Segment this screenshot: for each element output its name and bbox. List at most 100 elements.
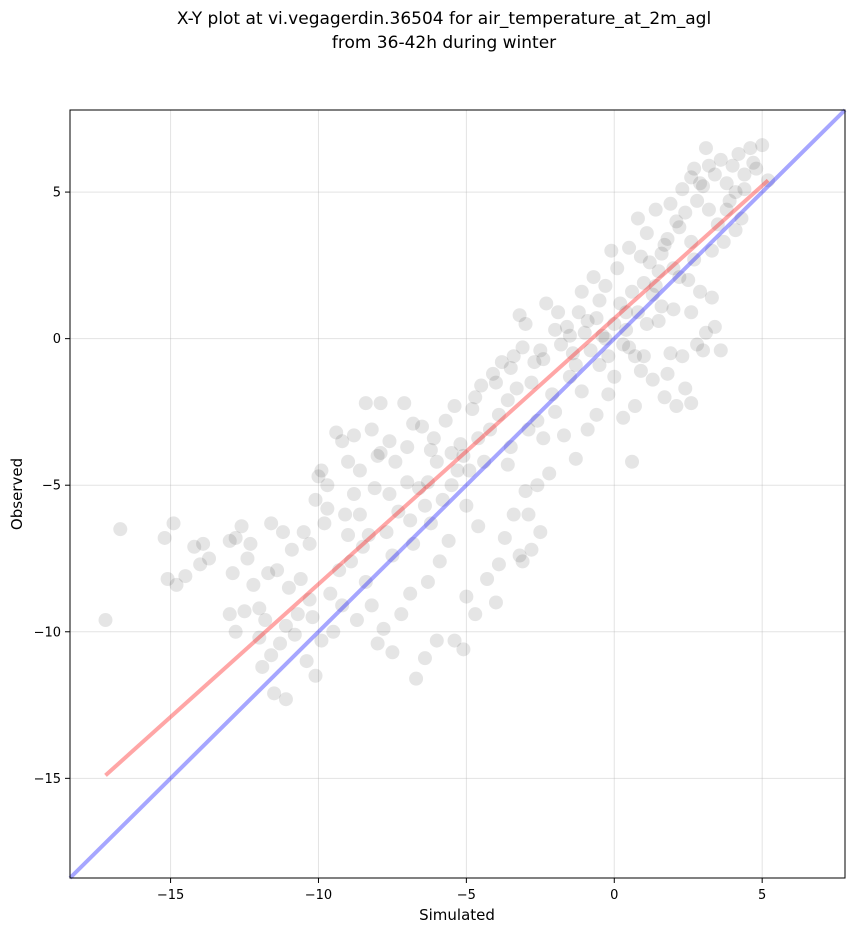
data-point <box>358 574 373 589</box>
data-point <box>420 475 435 490</box>
data-point <box>376 621 391 636</box>
data-point <box>471 431 486 446</box>
data-point <box>704 290 719 305</box>
data-point <box>755 138 770 153</box>
data-point <box>595 328 610 343</box>
plot-frame <box>69 109 846 879</box>
data-point <box>586 270 601 285</box>
data-point <box>728 185 743 200</box>
data-point <box>417 651 432 666</box>
data-point <box>335 434 350 449</box>
data-point <box>521 422 536 437</box>
data-point <box>761 173 776 188</box>
data-point <box>385 645 400 660</box>
data-point <box>625 454 640 469</box>
data-point <box>447 633 462 648</box>
data-point <box>459 589 474 604</box>
data-point <box>666 302 681 317</box>
data-point <box>506 349 521 364</box>
axis-ticks: −15 −10 −5 0 5 −15 −10 −5 0 5 <box>34 186 767 903</box>
data-point <box>562 369 577 384</box>
data-point <box>701 158 716 173</box>
data-point <box>299 654 314 669</box>
data-point <box>178 569 193 584</box>
x-tick-label: 0 <box>610 888 618 903</box>
data-point <box>444 445 459 460</box>
data-point <box>400 440 415 455</box>
data-point <box>574 384 589 399</box>
data-point <box>583 343 598 358</box>
data-point <box>684 305 699 320</box>
data-point <box>651 314 666 329</box>
data-point <box>160 572 175 587</box>
data-point <box>713 343 728 358</box>
data-point <box>592 293 607 308</box>
data-point <box>382 487 397 501</box>
data-point <box>645 287 660 302</box>
data-point <box>98 613 113 628</box>
data-point <box>228 624 243 639</box>
data-point <box>681 273 696 288</box>
data-point <box>332 563 347 578</box>
data-point <box>530 478 545 493</box>
data-point <box>690 193 705 208</box>
data-point <box>314 463 329 478</box>
data-point <box>202 551 217 566</box>
data-point <box>601 387 616 402</box>
data-point <box>648 202 663 217</box>
data-point <box>616 337 631 352</box>
data-point <box>684 234 699 249</box>
data-point <box>577 325 592 340</box>
data-point <box>545 387 560 402</box>
data-point <box>456 448 471 463</box>
data-point <box>388 454 403 469</box>
data-point <box>737 167 752 182</box>
data-point <box>406 416 421 431</box>
data-point <box>589 311 604 326</box>
data-point <box>237 604 252 619</box>
data-point <box>542 466 557 481</box>
data-point <box>314 633 329 648</box>
data-point <box>565 346 580 361</box>
data-point <box>512 548 527 563</box>
data-point <box>719 202 734 217</box>
data-point <box>373 396 388 411</box>
data-point <box>630 305 645 320</box>
data-point <box>338 507 353 522</box>
data-point <box>320 501 335 516</box>
data-point <box>630 211 645 226</box>
data-point <box>672 270 687 285</box>
data-point <box>305 610 320 625</box>
data-point <box>521 507 536 522</box>
data-points <box>98 138 776 707</box>
data-point <box>539 296 554 311</box>
data-point <box>506 507 521 522</box>
data-point <box>352 507 367 522</box>
y-tick-label: −5 <box>42 479 61 494</box>
data-point <box>657 390 672 405</box>
data-point <box>675 182 690 197</box>
data-point <box>441 533 456 548</box>
grid <box>70 110 845 878</box>
data-point <box>373 445 388 460</box>
data-point <box>222 533 237 548</box>
data-point <box>657 237 672 252</box>
data-point <box>698 325 713 340</box>
data-point <box>370 448 385 463</box>
data-point <box>554 337 569 352</box>
data-point <box>524 542 539 557</box>
data-point <box>598 278 613 293</box>
data-point <box>296 525 311 540</box>
data-point <box>696 343 711 358</box>
data-point <box>666 261 681 276</box>
data-point <box>252 601 267 616</box>
data-point <box>415 419 430 434</box>
data-point <box>346 487 361 501</box>
data-point <box>642 255 657 270</box>
data-point <box>687 161 702 176</box>
data-point <box>270 563 285 578</box>
data-point <box>308 492 323 507</box>
data-point <box>580 422 595 437</box>
data-point <box>364 422 379 437</box>
x-tick-label: −15 <box>157 888 184 903</box>
